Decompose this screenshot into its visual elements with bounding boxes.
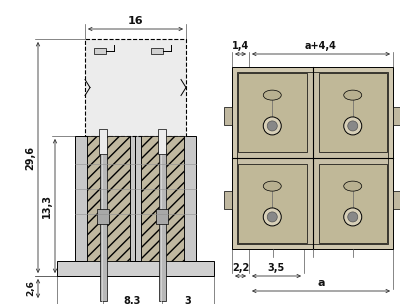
Bar: [85, 39, 186, 136]
Bar: [75, 136, 196, 261]
Circle shape: [344, 117, 362, 135]
Bar: [141, 136, 184, 261]
Bar: [94, 48, 106, 54]
Bar: [97, 209, 109, 224]
Text: 1,4: 1,4: [232, 41, 249, 51]
Bar: [232, 67, 393, 249]
Text: 3: 3: [185, 296, 191, 304]
Bar: [318, 73, 387, 152]
Bar: [237, 72, 388, 244]
Bar: [99, 129, 107, 154]
Bar: [318, 164, 387, 243]
Bar: [224, 107, 232, 125]
Bar: [393, 191, 400, 209]
Circle shape: [263, 117, 281, 135]
Bar: [238, 73, 306, 152]
Text: a+4,4: a+4,4: [305, 41, 337, 51]
Text: 13,3: 13,3: [42, 194, 52, 218]
Ellipse shape: [263, 181, 281, 191]
Circle shape: [348, 121, 358, 131]
Circle shape: [267, 121, 277, 131]
Circle shape: [267, 212, 277, 222]
Text: 3,5: 3,5: [268, 263, 285, 273]
Text: 2,6: 2,6: [26, 281, 35, 296]
Bar: [87, 136, 130, 261]
Bar: [57, 261, 214, 276]
Bar: [100, 149, 107, 301]
Text: 29,6: 29,6: [25, 146, 35, 170]
Ellipse shape: [344, 181, 362, 191]
Ellipse shape: [344, 90, 362, 100]
Bar: [393, 107, 400, 125]
Bar: [159, 149, 166, 301]
Ellipse shape: [263, 90, 281, 100]
Bar: [158, 129, 166, 154]
Circle shape: [263, 208, 281, 226]
Text: 2,2: 2,2: [232, 263, 249, 273]
Text: a: a: [317, 278, 325, 288]
Text: 8,3: 8,3: [124, 296, 141, 304]
Bar: [151, 48, 163, 54]
Bar: [224, 191, 232, 209]
Circle shape: [344, 208, 362, 226]
Bar: [156, 209, 168, 224]
Circle shape: [348, 212, 358, 222]
Text: 16: 16: [128, 16, 143, 26]
Bar: [238, 164, 306, 243]
